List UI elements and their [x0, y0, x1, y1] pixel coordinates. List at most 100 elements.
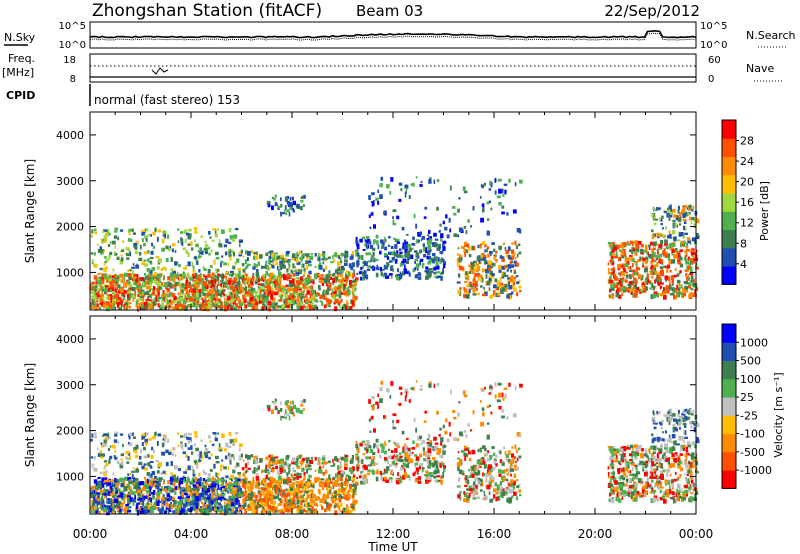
power-cell [266, 291, 270, 294]
power-cell [233, 277, 237, 282]
power-cell [330, 294, 334, 297]
power-cell [286, 304, 290, 308]
power-cell [175, 305, 178, 310]
velocity-cell [208, 500, 212, 505]
velocity-cell [125, 451, 130, 455]
power-cell [215, 276, 218, 281]
velocity-cell [155, 484, 160, 489]
power-cell [356, 244, 360, 250]
power-cell [344, 262, 348, 266]
velocity-cell [137, 492, 141, 496]
power-cell [106, 285, 111, 289]
velocity-cell [299, 510, 304, 514]
power-cell [99, 249, 104, 253]
power-cell [663, 248, 666, 253]
velocity-cell [193, 491, 198, 495]
power-cell [292, 288, 297, 292]
velocity-cell [329, 486, 332, 492]
power-cell [239, 239, 243, 243]
power-cell [227, 280, 232, 285]
power-cell [473, 277, 476, 282]
power-cell [688, 284, 691, 289]
power-cell [695, 233, 699, 237]
power-cell [178, 292, 183, 296]
power-cell [496, 280, 500, 286]
velocity-cell [148, 493, 151, 497]
velocity-cell [250, 485, 254, 490]
power-cell [501, 272, 504, 276]
power-cell [192, 265, 195, 270]
power-cell [160, 294, 163, 298]
power-cell [168, 291, 172, 297]
power-cell [123, 303, 126, 309]
power-cell [659, 266, 663, 269]
velocity-cell [238, 455, 243, 458]
power-cell [433, 256, 438, 262]
power-cell [309, 287, 312, 290]
power-cell [649, 241, 654, 246]
power-cell [157, 296, 160, 302]
velocity-cell [317, 488, 321, 494]
power-cell [301, 250, 303, 254]
power-cell [200, 273, 202, 278]
power-cell [244, 282, 247, 286]
power-cell [693, 223, 697, 229]
velocity-cell [305, 503, 309, 509]
velocity-cell [212, 506, 214, 511]
power-cell [269, 287, 274, 291]
power-cell [237, 305, 241, 309]
velocity-cell [150, 480, 154, 484]
power-cell [497, 178, 502, 182]
power-cell [174, 250, 177, 253]
power-cell [402, 271, 406, 276]
velocity-cell [126, 461, 130, 464]
power-cell [247, 300, 251, 306]
power-cell [434, 242, 438, 248]
velocity-cell [148, 438, 151, 441]
power-cell [500, 284, 505, 287]
power-cell [674, 223, 678, 227]
power-cell [499, 246, 502, 251]
power-cell [612, 242, 616, 245]
power-cell [349, 306, 353, 310]
power-cell [104, 273, 108, 277]
velocity-cell [274, 482, 279, 486]
power-cell [495, 250, 498, 254]
velocity-cell [137, 509, 140, 514]
power-cell [168, 247, 172, 252]
velocity-cell [278, 497, 282, 502]
power-cell [157, 229, 162, 233]
velocity-cell [129, 455, 132, 461]
power-cell [483, 293, 486, 297]
power-cell [695, 235, 700, 240]
velocity-cell [173, 499, 177, 505]
power-cell [692, 259, 695, 264]
velocity-cell [96, 483, 99, 486]
power-cell [149, 279, 153, 284]
power-cell [190, 297, 193, 300]
velocity-cell [176, 476, 179, 480]
power-cell [369, 244, 374, 249]
velocity-cell [161, 498, 165, 501]
velocity-cell [166, 495, 171, 498]
power-cell [173, 295, 177, 301]
velocity-cell [155, 431, 157, 436]
power-cell [459, 254, 462, 257]
power-cell [508, 281, 510, 287]
velocity-cell [140, 489, 143, 494]
velocity-cell [178, 484, 181, 489]
velocity-cell [177, 432, 180, 435]
power-cell [278, 293, 282, 298]
power-cell [450, 185, 452, 191]
power-cell [352, 273, 356, 278]
power-cell [112, 298, 115, 303]
power-cell [220, 274, 224, 278]
velocity-cell [231, 498, 234, 502]
power-cell [179, 306, 182, 311]
power-cell [355, 277, 359, 280]
power-cell [685, 242, 689, 247]
power-cell [306, 256, 309, 260]
power-cell [259, 289, 262, 294]
power-cell [457, 262, 460, 267]
velocity-cell [91, 488, 94, 493]
